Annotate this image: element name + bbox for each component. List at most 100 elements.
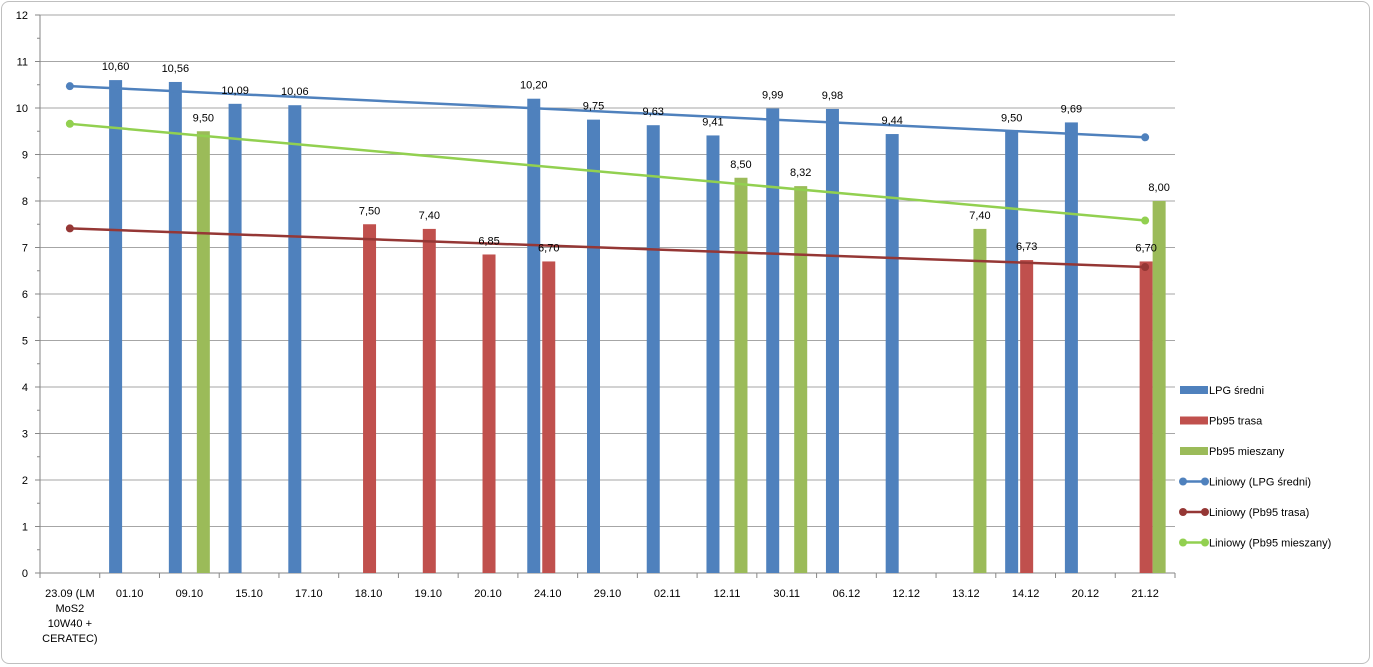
bar [363,224,377,573]
data-label: 9,63 [643,106,664,118]
y-tick-label: 11 [17,57,28,69]
trendline-marker [1141,133,1150,142]
legend-label: LPG średni [1209,385,1264,397]
trendline-marker [65,82,74,91]
x-tick-label-line: 09.10 [176,588,204,600]
bar [168,81,182,574]
data-labels: 10,60 10,56 10,09 10,06 10,20 9,75 9,63 9,41 9,9… [102,61,1170,254]
trendline [69,227,1146,269]
trendline-marker [1141,216,1150,225]
bar [1152,201,1166,573]
data-label: 9,99 [762,89,783,101]
bar [109,80,123,573]
y-tick-label: 3 [22,429,28,441]
bar [288,105,302,574]
x-tick-label-line: 18.10 [355,588,383,600]
bar [542,261,556,573]
bar [196,131,210,573]
x-tick-label: 30.11 [773,588,800,600]
x-tick-label-line: CERATEC) [42,633,97,645]
x-tick-label: 21.12 [1131,588,1159,600]
legend-marker [1179,477,1187,486]
data-label: 9,41 [702,116,723,128]
x-tick-label: 19.10 [415,588,443,600]
legend-swatch [1180,447,1208,455]
bar [1005,131,1019,573]
bar [1064,122,1078,573]
x-tick-label: 23.09 (LM MoS2 10W40 + CERATEC) [42,588,97,645]
x-tick-label-line: 10W40 + [48,618,92,630]
bar [646,125,660,573]
bar [766,108,780,573]
x-tick-label-line: 17.10 [295,588,323,600]
x-tick-label: 01.10 [116,588,144,600]
legend-marker [1179,508,1187,516]
data-label: 8,32 [790,167,811,179]
x-tick-label-line: 21.12 [1131,588,1159,600]
trendline-marker [65,119,74,128]
x-tick-label-line: 24.10 [534,588,562,600]
x-tick-label: 14.12 [1012,588,1040,600]
data-label: 10,06 [281,86,309,98]
data-label: 8,00 [1148,182,1169,194]
legend-marker [1179,538,1187,547]
x-tick-label: 02.11 [654,588,681,600]
bar [527,98,541,573]
data-label: 7,50 [359,205,380,217]
y-tick-label: 9 [22,150,28,162]
data-label: 9,69 [1061,103,1082,115]
data-label: 6,70 [1135,242,1156,254]
data-label: 7,40 [419,210,440,222]
x-tick-label: 17.10 [295,588,323,600]
x-tick-label-line: MoS2 [55,603,84,615]
x-tick-label-line: 02.11 [654,588,681,600]
trendline [69,122,1146,222]
trendline-marker [1141,263,1150,272]
legend-marker [1201,538,1209,547]
y-tick-label: 4 [22,382,28,394]
y-tick-label: 1 [22,522,28,534]
data-label: 9,75 [583,101,604,113]
bar [482,254,496,573]
data-label: 10,20 [520,80,548,92]
data-label: 9,98 [822,90,843,102]
bar [973,228,987,573]
bar [734,177,748,573]
legend-marker [1201,508,1209,516]
data-label: 8,50 [730,159,751,171]
y-tick-label: 0 [22,568,28,580]
legend-swatch [1180,416,1208,425]
data-label: 6,85 [478,235,499,247]
legend-marker [1201,477,1209,486]
bar [1020,260,1034,573]
legend-label: Liniowy (Pb95 trasa) [1209,507,1309,519]
x-tick-label-line: 20.12 [1072,588,1100,600]
bar [885,134,899,574]
trendline-marker [65,224,74,233]
x-tick-label-line: 12.12 [892,588,920,600]
trendline [69,84,1146,139]
x-tick-label: 09.10 [176,588,204,600]
data-label: 10,56 [162,63,190,75]
x-tick-label: 12.12 [892,588,920,600]
data-label: 6,73 [1016,241,1037,253]
bar [422,228,436,573]
x-tick-label-line: 01.10 [116,588,144,600]
y-tick-label: 12 [16,10,28,22]
x-tick-label: 06.12 [833,588,861,600]
x-tick-label: 12.11 [714,588,741,600]
x-tick-label-line: 29.10 [594,588,622,600]
x-tick-label: 18.10 [355,588,383,600]
bar [228,103,242,573]
y-tick-label: 6 [22,289,28,301]
y-tick-label: 2 [22,475,28,487]
data-label: 10,09 [221,85,249,97]
legend: LPG średni Pb95 trasa Pb95 mieszany Liniowy… [1179,385,1331,550]
legend-swatch [1180,386,1208,394]
bar [825,108,839,574]
legend-label: Liniowy (LPG średni) [1209,477,1311,489]
y-tick-label: 10 [16,103,28,115]
legend-label: Pb95 mieszany [1209,446,1285,458]
legend-label: Pb95 trasa [1209,416,1263,428]
data-label: 7,40 [969,210,990,222]
